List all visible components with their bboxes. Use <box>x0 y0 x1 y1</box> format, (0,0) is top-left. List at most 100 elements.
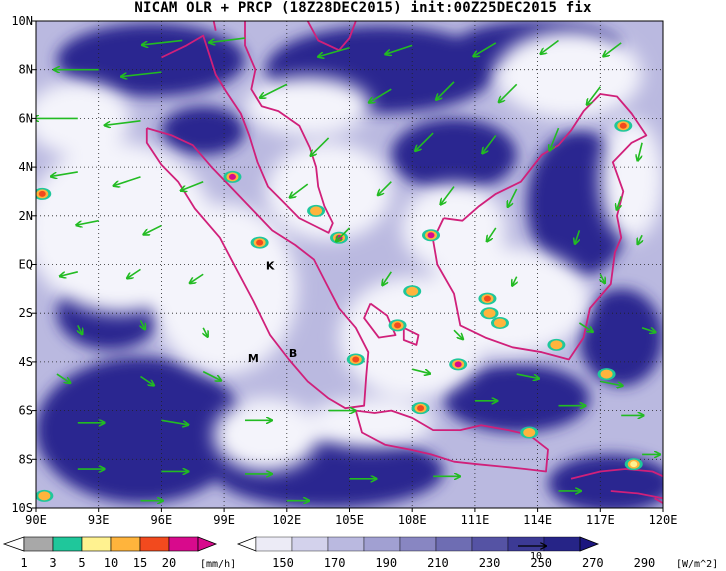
precip-cell-core <box>408 288 416 295</box>
lat-label: 10S <box>11 501 33 515</box>
precip-cell-core <box>496 319 504 326</box>
wind-vector <box>181 180 204 191</box>
olr-colorbar-label: 150 <box>272 556 294 570</box>
precip-cell-core <box>552 341 560 348</box>
olr-colorbar-bin <box>507 536 545 552</box>
precip-cell-core <box>619 122 627 129</box>
cloud-patch <box>36 81 131 155</box>
coastline <box>432 93 648 361</box>
wind-vector <box>412 368 430 373</box>
wind-vector <box>550 127 560 150</box>
lat-label: 8S <box>19 452 33 466</box>
clear-sky-patch <box>443 364 590 433</box>
wind-vector <box>369 88 392 102</box>
precip-cell-core <box>427 232 435 239</box>
wind-vector <box>203 327 207 337</box>
lon-label: 99E <box>213 513 235 527</box>
olr-colorbar-bin <box>399 536 437 552</box>
precip-cell-core <box>40 492 48 499</box>
precip-cell-core <box>38 190 46 197</box>
olr-colorbar-label: 170 <box>324 556 346 570</box>
lat-label: 4N <box>19 160 33 174</box>
lat-label: 6N <box>19 111 33 125</box>
olr-colorbar-label: 250 <box>530 556 552 570</box>
precip-colorbar: 1 3 5 10 15 20 <box>2 536 218 570</box>
map-plot-area: K M B <box>36 21 663 508</box>
clear-sky-patch <box>36 357 245 504</box>
coastline <box>354 409 549 473</box>
olr-colorbar-bin <box>255 536 293 552</box>
site-label: K <box>266 259 275 272</box>
wind-vector <box>508 188 518 207</box>
lon-label: 111E <box>460 513 489 527</box>
precip-colorbar-bin <box>168 536 199 552</box>
olr-colorbar-bin <box>291 536 329 552</box>
wind-vector <box>290 183 309 197</box>
wind-vector <box>378 181 392 195</box>
wind-vector <box>487 227 497 241</box>
lon-label: 117E <box>586 513 615 527</box>
olr-colorbar-label: 230 <box>479 556 501 570</box>
coastline <box>402 326 420 346</box>
longitude-labels: 90E 93E 96E 99E 102E 105E 108E 111E 114E 117E 120E <box>25 513 677 527</box>
site-label: M <box>248 352 259 365</box>
precip-cell-core <box>352 356 360 363</box>
precip-colorbar-label: 20 <box>162 556 176 570</box>
site-label: B <box>289 347 297 360</box>
wind-vector <box>318 47 350 57</box>
precip-cell-core <box>603 371 611 378</box>
wind-vector <box>603 42 622 56</box>
precip-colorbar-right-cap <box>197 536 218 552</box>
wind-vector <box>641 327 655 332</box>
lat-label: 4S <box>19 355 33 369</box>
precip-cell-core <box>454 361 462 368</box>
olr-colorbar-bin <box>471 536 509 552</box>
wind-vector <box>121 71 162 76</box>
cloud-patch <box>265 142 392 241</box>
wind-vector <box>436 81 455 100</box>
wind-vector <box>336 227 351 241</box>
precip-colorbar-label: 10 <box>104 556 118 570</box>
wind-vector <box>127 268 141 278</box>
precip-colorbar-label: 15 <box>133 556 147 570</box>
clear-sky-patch <box>391 118 517 192</box>
wind-vector <box>260 83 288 97</box>
coastline <box>212 21 217 31</box>
wind-vector <box>143 224 162 235</box>
clear-sky-patch <box>161 106 245 155</box>
vector-reference: 10 <box>518 546 546 562</box>
precip-colorbar-left-cap <box>2 536 25 552</box>
precip-colorbar-bin <box>81 536 112 552</box>
map-title: NICAM OLR + PRCP (18Z28DEC2015) init:00Z… <box>134 0 592 16</box>
precip-cell-core <box>228 173 236 180</box>
olr-colorbar-label: 270 <box>582 556 604 570</box>
precip-cell-core <box>417 405 425 412</box>
wind-vector <box>76 219 99 225</box>
wind-vector <box>473 42 497 56</box>
precip-cell-core <box>525 429 533 436</box>
cloud-patch <box>213 398 319 472</box>
precip-colorbar-label: 1 <box>20 556 27 570</box>
wind-vector <box>600 380 622 385</box>
precip-cell-core <box>630 461 638 468</box>
precip-colorbar-bin <box>23 536 54 552</box>
coastline <box>161 21 334 234</box>
olr-colorbar: 150 170 190 210 230 250 270 290 <box>236 536 655 570</box>
coastlines <box>145 21 663 504</box>
lat-label: 2S <box>19 306 33 320</box>
lat-label: 2N <box>19 209 33 223</box>
lon-label: 120E <box>649 513 678 527</box>
grid-lines <box>36 21 663 508</box>
lon-label: 93E <box>88 513 110 527</box>
precip-cell-core <box>256 239 264 246</box>
lat-label: EQ <box>19 258 33 272</box>
wind-vector <box>140 375 154 386</box>
wind-vector <box>78 325 82 334</box>
wind-vector <box>578 322 592 332</box>
wind-vector <box>311 137 330 156</box>
lon-label: 96E <box>151 513 173 527</box>
wind-vector <box>105 120 141 125</box>
coastline <box>145 127 370 410</box>
latitude-labels: 10N 8N 6N 4N 2N EQ 2S 4S 6S 8S 10S <box>11 14 33 515</box>
